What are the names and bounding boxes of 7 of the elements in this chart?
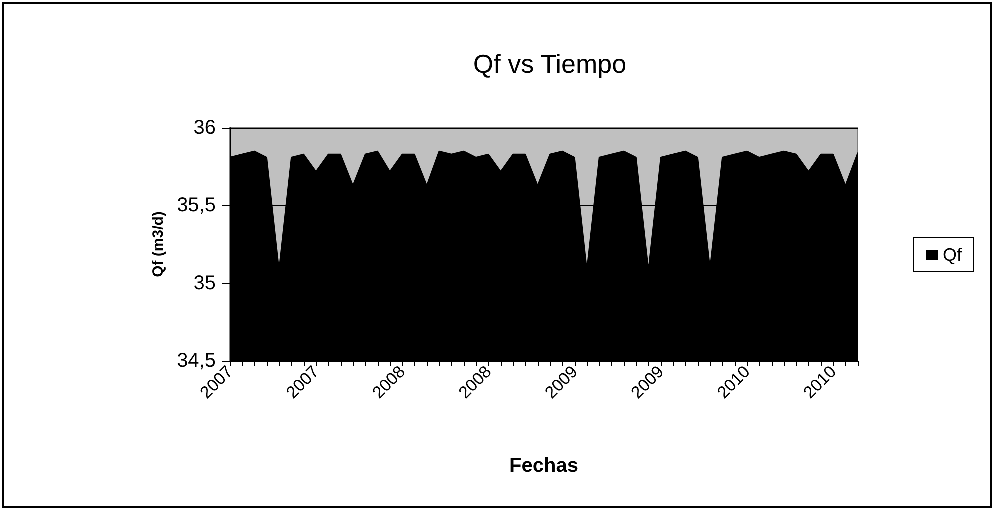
legend-label: Qf	[943, 245, 963, 265]
chart-title: Qf vs Tiempo	[473, 49, 627, 79]
y-tick-label: 35,5	[177, 194, 216, 217]
y-tick-label: 35	[194, 272, 216, 294]
x-axis-title: Fechas	[510, 455, 578, 477]
y-tick-label: 36	[194, 117, 216, 139]
y-axis-title: Qf (m3/d)	[150, 212, 168, 278]
